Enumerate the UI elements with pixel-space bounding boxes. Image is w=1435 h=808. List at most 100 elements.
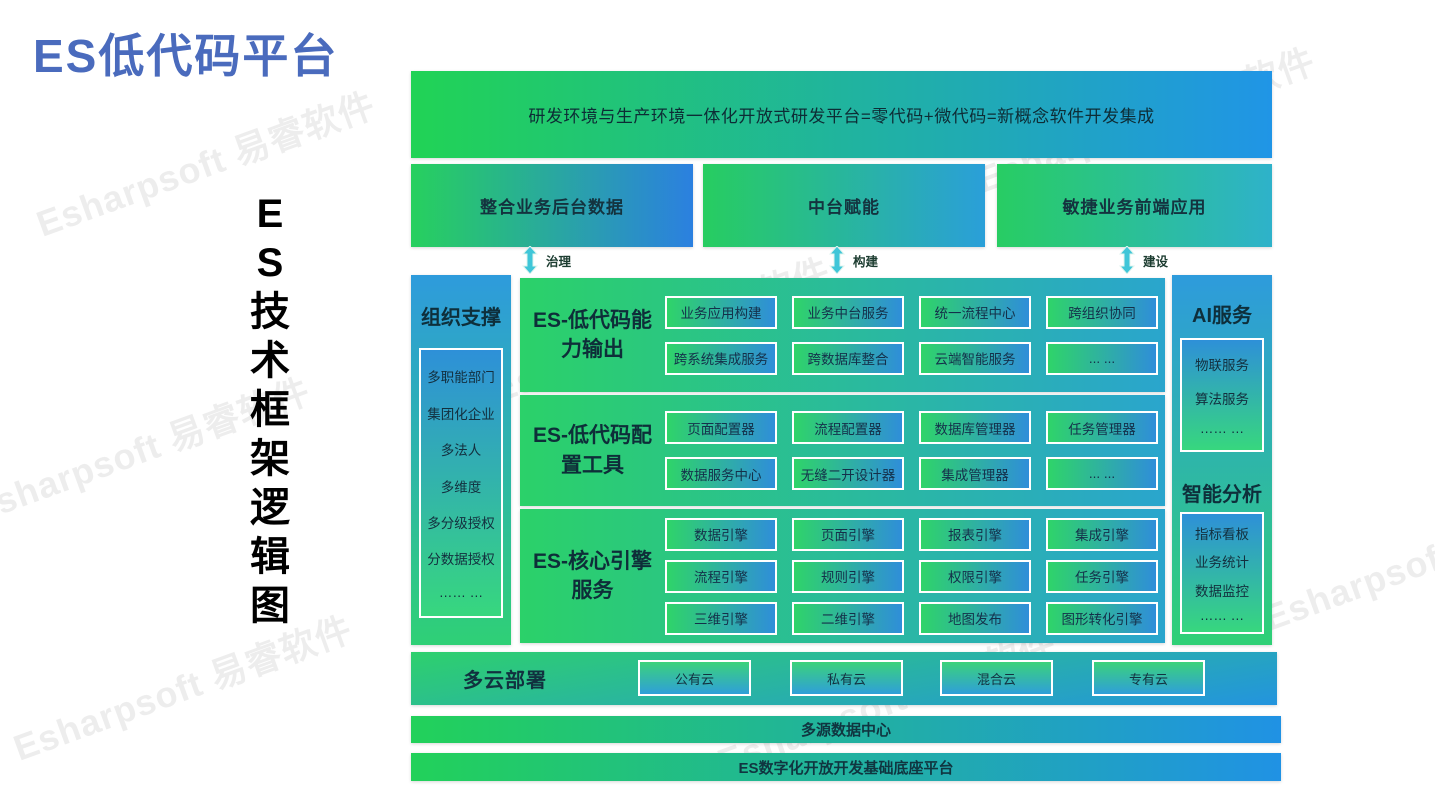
side-title-char: S [256, 241, 284, 285]
org-item: 集团化企业 [427, 406, 495, 422]
pillar-label: 整合业务后台数据 [480, 198, 624, 217]
side-title-char: 技 [250, 290, 290, 334]
multi-cloud-row: 多云部署 公有云 私有云 混合云 专有云 [411, 652, 1277, 705]
org-item: 多分级授权 [427, 515, 495, 531]
watermark: Esharpsoft 易睿软件 [1258, 478, 1435, 639]
arrow-label: 构建 [853, 254, 879, 269]
side-title-char: 辑 [250, 535, 290, 579]
watermark: Esharpsoft 易睿软件 [31, 84, 381, 245]
tool-cell: 页面配置器 [665, 411, 777, 444]
engine-cell: 三维引擎 [665, 601, 777, 635]
side-title: E S 技 术 框 架 逻 辑 图 [244, 190, 296, 631]
section-grid: 业务应用构建 业务中台服务 统一流程中心 跨组织协同 跨系统集成服务 跨数据库整… [665, 295, 1165, 375]
bar-label: 多源数据中心 [800, 722, 891, 739]
arrow-group-build: 构建 [829, 246, 878, 274]
cloud-dedicated: 专有云 [1092, 660, 1205, 696]
smart-analysis-title: 智能分析 [1182, 484, 1262, 506]
arrow-group-governance: 治理 [522, 246, 571, 274]
side-title-char: 术 [250, 339, 290, 383]
org-support-title: 组织支撑 [421, 307, 501, 329]
double-arrow-icon [522, 246, 538, 274]
tool-cell: ... ... [1046, 457, 1158, 490]
engine-cell: 集成引擎 [1046, 517, 1158, 551]
side-title-char: 架 [250, 437, 290, 481]
engine-cell: 规则引擎 [792, 559, 904, 593]
engine-cell: 任务引擎 [1046, 559, 1158, 593]
double-arrow-icon [1119, 246, 1135, 274]
bar-label: ES数字化开放开发基础底座平台 [738, 759, 954, 777]
pillar-middle-platform-enable: 中台赋能 [703, 164, 985, 247]
analysis-item: 业务统计 [1195, 555, 1249, 571]
tool-cell: 数据库管理器 [919, 411, 1031, 444]
org-item: 多职能部门 [427, 370, 495, 386]
section-title: ES-低代码能力输出 [532, 308, 652, 361]
double-arrow-icon [829, 246, 845, 274]
ai-item: …… … [1199, 421, 1245, 437]
capability-cell: 统一流程中心 [919, 295, 1031, 329]
tool-cell: 数据服务中心 [665, 457, 777, 490]
engine-cell: 页面引擎 [792, 517, 904, 551]
section-grid: 数据引擎 页面引擎 报表引擎 集成引擎 流程引擎 规则引擎 权限引擎 任务引擎 … [665, 517, 1165, 635]
engine-cell: 二维引擎 [792, 601, 904, 635]
tool-cell: 流程配置器 [792, 411, 904, 444]
grid-row: 三维引擎 二维引擎 地图发布 图形转化引擎 [665, 601, 1165, 635]
section-lowcode-capability-output: ES-低代码能力输出 业务应用构建 业务中台服务 统一流程中心 跨组织协同 跨系… [520, 278, 1165, 392]
cloud-private: 私有云 [790, 660, 903, 696]
org-item: …… … [438, 584, 484, 600]
engine-cell: 报表引擎 [919, 517, 1031, 551]
arrow-group-construct: 建设 [1119, 246, 1168, 274]
ai-services-title: AI服务 [1192, 305, 1252, 327]
grid-row: 数据服务中心 无缝二开设计器 集成管理器 ... ... [665, 457, 1165, 490]
engine-cell: 地图发布 [919, 601, 1031, 635]
capability-cell: 跨组织协同 [1046, 295, 1158, 329]
grid-row: 跨系统集成服务 跨数据库整合 云端智能服务 ... ... [665, 341, 1165, 375]
grid-row: 业务应用构建 业务中台服务 统一流程中心 跨组织协同 [665, 295, 1165, 329]
engine-cell: 数据引擎 [665, 517, 777, 551]
grid-row: 流程引擎 规则引擎 权限引擎 任务引擎 [665, 559, 1165, 593]
side-title-char: 逻 [250, 486, 290, 530]
grid-row: 页面配置器 流程配置器 数据库管理器 任务管理器 [665, 411, 1165, 444]
capability-cell: 业务中台服务 [792, 295, 904, 329]
cloud-public: 公有云 [638, 660, 751, 696]
engine-cell: 权限引擎 [919, 559, 1031, 593]
analysis-item: 指标看板 [1195, 526, 1249, 542]
pillar-integrate-backend-data: 整合业务后台数据 [411, 164, 693, 247]
side-title-char: 框 [250, 388, 290, 432]
pillar-agile-frontend-apps: 敏捷业务前端应用 [997, 164, 1272, 247]
section-title: ES-低代码配置工具 [532, 424, 652, 477]
capability-cell: 云端智能服务 [919, 341, 1031, 375]
ai-services-list: 物联服务 算法服务 …… … [1180, 338, 1264, 452]
arrow-label: 建设 [1143, 254, 1169, 269]
side-title-char: 图 [250, 584, 290, 628]
ai-services-column: AI服务 物联服务 算法服务 …… … 智能分析 指标看板 业务统计 数据监控 … [1172, 275, 1272, 645]
org-support-column: 组织支撑 多职能部门 集团化企业 多法人 多维度 多分级授权 分数据授权 …… … [411, 275, 511, 645]
tool-cell: 无缝二开设计器 [792, 457, 904, 490]
multi-source-data-center-bar: 多源数据中心 [411, 716, 1281, 743]
engine-cell: 流程引擎 [665, 559, 777, 593]
side-title-char: E [256, 192, 284, 236]
org-item: 多维度 [440, 479, 482, 495]
digital-open-base-platform-bar: ES数字化开放开发基础底座平台 [411, 753, 1281, 781]
org-item: 多法人 [440, 443, 482, 459]
top-banner: 研发环境与生产环境一体化开放式研发平台=零代码+微代码=新概念软件开发集成 [411, 71, 1272, 158]
smart-analysis-list: 指标看板 业务统计 数据监控 …… … [1180, 512, 1264, 634]
section-core-engine-services: ES-核心引擎服务 数据引擎 页面引擎 报表引擎 集成引擎 流程引擎 规则引擎 … [520, 509, 1165, 643]
ai-item: 算法服务 [1195, 391, 1249, 407]
analysis-item: …… … [1199, 608, 1245, 624]
cloud-hybrid: 混合云 [940, 660, 1053, 696]
watermark: Esharpsoft 易睿软件 [8, 608, 358, 769]
pillar-label: 敏捷业务前端应用 [1062, 198, 1207, 217]
arrow-label: 治理 [546, 254, 572, 269]
org-item: 分数据授权 [427, 552, 495, 568]
tool-cell: 集成管理器 [919, 457, 1031, 490]
section-title: ES-核心引擎服务 [532, 549, 652, 602]
capability-cell: 跨系统集成服务 [665, 341, 777, 375]
section-lowcode-config-tools: ES-低代码配置工具 页面配置器 流程配置器 数据库管理器 任务管理器 数据服务… [520, 395, 1165, 506]
page-title: ES低代码平台 [33, 30, 339, 82]
org-support-list: 多职能部门 集团化企业 多法人 多维度 多分级授权 分数据授权 …… … [419, 348, 503, 618]
capability-cell: ... ... [1046, 341, 1158, 375]
capability-cell: 跨数据库整合 [792, 341, 904, 375]
capability-cell: 业务应用构建 [665, 295, 777, 329]
top-banner-text: 研发环境与生产环境一体化开放式研发平台=零代码+微代码=新概念软件开发集成 [528, 107, 1155, 126]
